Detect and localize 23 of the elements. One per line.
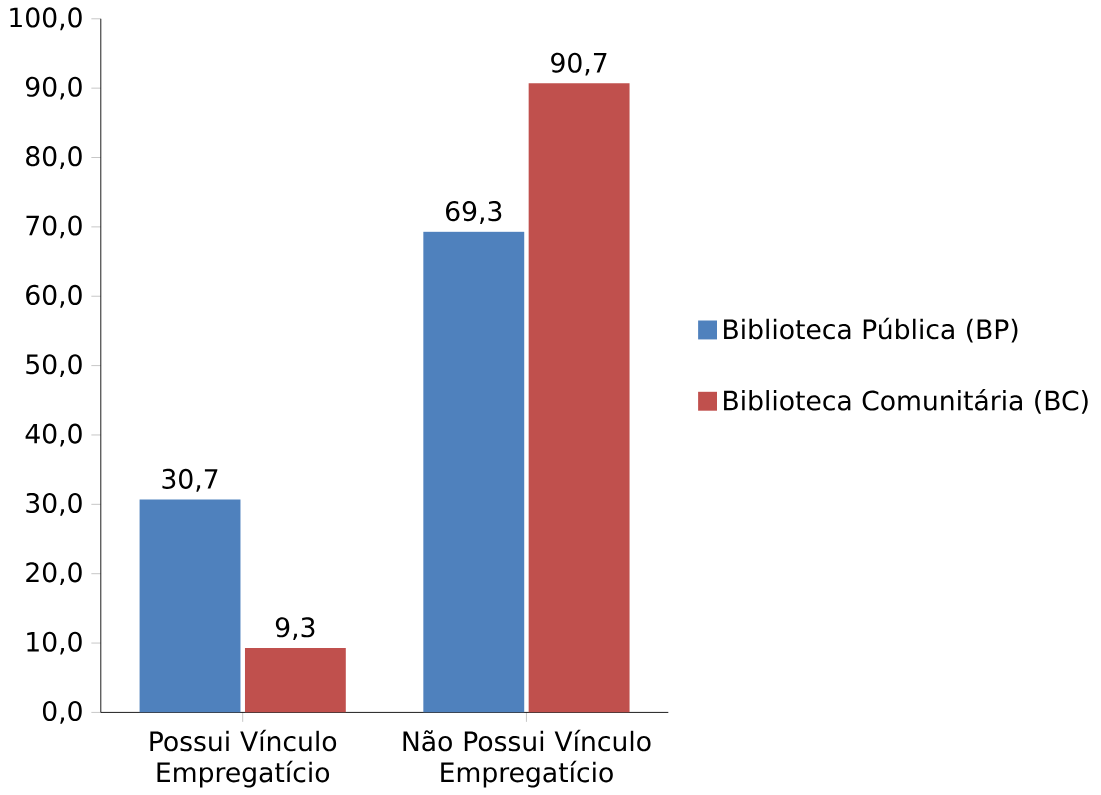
bar — [244, 647, 346, 713]
x-tick-label: Não Possui Vínculo Empregatício — [403, 729, 651, 788]
legend-label: Biblioteca Comunitária (BC) — [724, 388, 1088, 414]
y-tick-label: 60,0 — [26, 284, 82, 308]
y-tick-label: 30,0 — [26, 492, 82, 516]
legend-label: Biblioteca Pública (BP) — [724, 317, 1018, 343]
y-tick-label: 20,0 — [26, 562, 82, 586]
data-label: 9,3 — [275, 617, 315, 641]
y-tick-label: 40,0 — [25, 423, 82, 447]
y-tick-label: 90,0 — [25, 76, 82, 100]
bar — [139, 499, 241, 713]
y-tick-label: 100,0 — [10, 7, 82, 31]
bar — [423, 231, 525, 713]
y-tick-label: 10,0 — [27, 631, 82, 655]
bar — [528, 83, 630, 713]
x-tick-label: Possui Vínculo Empregatício — [150, 729, 337, 788]
y-tick-label: 0,0 — [42, 701, 82, 724]
y-tick-label: 80,0 — [26, 146, 82, 169]
y-tick-label: 50,0 — [26, 354, 82, 378]
data-label: 30,7 — [162, 468, 218, 492]
data-label: 69,3 — [446, 201, 502, 224]
data-label: 90,7 — [551, 52, 607, 76]
y-tick-label: 70,0 — [26, 215, 82, 239]
